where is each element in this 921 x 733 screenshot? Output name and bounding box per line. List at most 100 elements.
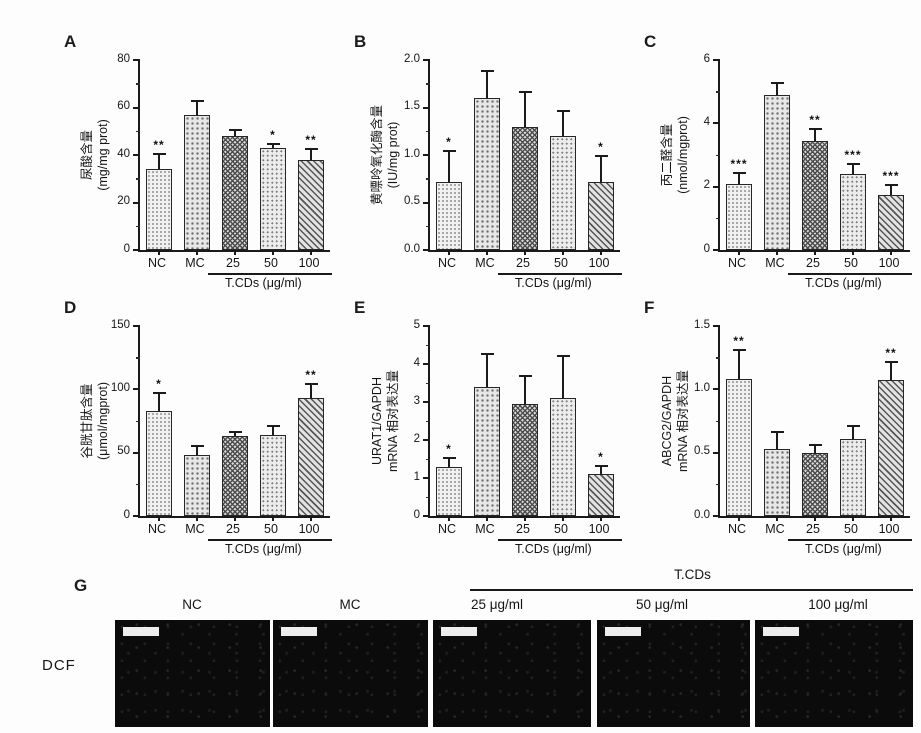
x-tick-label-50: 50 [264, 522, 278, 536]
panel-letter-a: A [64, 32, 77, 51]
y-tick-label: 0.5 [404, 195, 420, 207]
bar-slot-100: ** [292, 60, 330, 250]
x-tick-label-mc: MC [185, 256, 205, 270]
y-minor-tick [136, 130, 140, 133]
x-tick-label-25: 25 [516, 522, 530, 536]
y-tick [713, 325, 720, 327]
y-axis-label-line: ABCG2/GAPDH [659, 375, 674, 467]
x-tick [738, 516, 740, 521]
bar-25 [512, 403, 538, 516]
x-tick [234, 516, 236, 521]
bar-50 [840, 438, 866, 516]
bar-slot-nc: * [140, 326, 178, 516]
x-tick-label-nc: NC [727, 256, 747, 270]
treatment-group-label: T.CDs (μg/ml) [515, 542, 592, 556]
x-tick [890, 250, 892, 255]
treatment-group-line [470, 589, 913, 591]
micrograph-mc [273, 620, 428, 727]
y-tick [133, 106, 140, 109]
y-tick [423, 106, 430, 109]
x-tick-label-100: 100 [588, 522, 610, 536]
significance-marker: * [446, 135, 452, 150]
treatment-group-label: T.CDs (μg/ml) [225, 542, 302, 556]
significance-marker: ** [809, 113, 821, 128]
y-tick [713, 249, 720, 251]
y-tick-label: 1.5 [404, 100, 420, 112]
x-tick [272, 516, 274, 521]
error-bar [152, 391, 166, 411]
bar-100 [298, 398, 324, 516]
significance-marker: *** [730, 157, 748, 172]
error-bar [594, 155, 608, 182]
bar-slot-nc: ** [140, 60, 178, 250]
bar-100 [298, 159, 324, 250]
error-bar [846, 424, 860, 439]
treatment-group-line [208, 273, 332, 275]
y-minor-tick [426, 130, 430, 133]
bar-50 [260, 147, 286, 250]
y-tick [133, 201, 140, 204]
y-tick [133, 249, 140, 251]
y-minor-tick [426, 420, 430, 422]
bar-nc [146, 169, 172, 250]
x-tick [738, 250, 740, 255]
bar-50 [550, 136, 576, 250]
y-tick-label: 5 [413, 318, 420, 331]
y-axis-label: 尿酸含量 (mg/mg prot) [79, 119, 112, 191]
significance-marker: *** [844, 147, 862, 162]
bar-25 [512, 126, 538, 250]
x-tick-label-50: 50 [554, 522, 568, 536]
bar-slot-100: * [582, 60, 620, 250]
y-minor-tick [716, 91, 720, 93]
bar-25 [802, 140, 828, 250]
y-minor-tick [136, 483, 140, 486]
x-tick-label-mc: MC [475, 256, 495, 270]
x-tick-labels: NC MC 25 50 100 [138, 256, 328, 270]
bar-mc [764, 448, 790, 516]
y-minor-tick [136, 178, 140, 180]
bar-25 [222, 136, 248, 250]
bar-slot-mc [468, 326, 506, 516]
scale-bar [123, 627, 159, 636]
y-tick [713, 185, 720, 188]
y-tick-label: 60 [117, 100, 130, 112]
bar-nc [436, 181, 462, 250]
x-tick [448, 250, 450, 255]
error-bar [304, 383, 318, 399]
significance-marker: *** [882, 168, 900, 183]
significance-marker: ** [305, 132, 317, 147]
y-minor-tick [716, 217, 720, 220]
x-tick-label-100: 100 [298, 256, 320, 270]
y-minor-tick [426, 496, 430, 498]
y-tick-label: 6 [703, 52, 710, 65]
chart-panel-b: B 黄嘌呤氧化酶含量 (IU/mg prot) 0.0 0.5 1.0 1.5 2.0 * * NC… [328, 26, 623, 292]
x-tick [852, 250, 854, 255]
y-minor-tick [426, 178, 430, 180]
bar-slot-100: * [582, 326, 620, 516]
x-tick-labels: NC MC 25 50 100 [138, 522, 328, 536]
x-tick-label-50: 50 [844, 256, 858, 270]
x-tick-label-nc: NC [437, 256, 457, 270]
y-tick [133, 59, 140, 61]
y-tick-label: 4 [413, 356, 420, 369]
y-tick-label: 2 [413, 432, 420, 445]
treatment-group-line [498, 273, 622, 275]
bars: * * [430, 60, 620, 250]
bar-mc [184, 455, 210, 516]
x-tick-label-mc: MC [475, 522, 495, 536]
x-tick [486, 516, 488, 521]
y-tick-label: 0 [123, 242, 130, 255]
y-tick-label: 4 [703, 115, 710, 128]
panel-letter-c: C [644, 32, 657, 51]
significance-marker: * [598, 140, 604, 154]
x-tick-label-50: 50 [844, 522, 858, 536]
y-tick [713, 388, 720, 391]
error-bar [442, 150, 456, 182]
y-axis-label: ABCG2/GAPDH mRNA 相对表达量 [659, 370, 692, 472]
bar-nc [436, 466, 462, 516]
error-bar [190, 100, 204, 115]
error-bar [480, 69, 494, 99]
y-axis-label: 谷胱甘肽含量 (μmol/mgprot) [79, 382, 112, 460]
y-tick [713, 122, 720, 125]
y-tick [713, 451, 720, 454]
